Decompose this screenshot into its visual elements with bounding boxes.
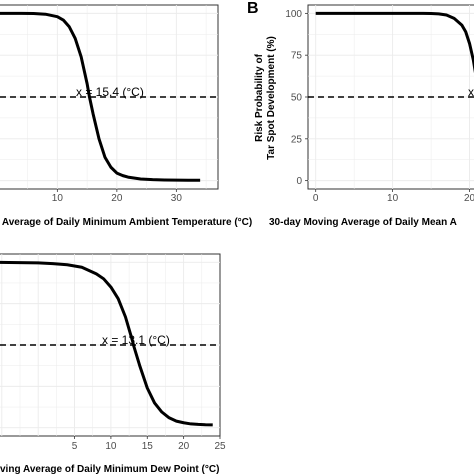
y-tick-label: 75 xyxy=(291,51,303,62)
panel-a-x-axis-title: 30-day Moving Average of Daily Minimum A… xyxy=(0,217,252,228)
panel-c-x-ticks: 5 10 15 20 25 xyxy=(72,436,226,452)
panel-b-y-ticks: 0 25 50 75 100 xyxy=(285,9,308,187)
y-tick-label: 25 xyxy=(291,134,303,145)
panel-b-y-axis-title-line-1: Risk Probability of xyxy=(254,53,265,141)
panel-a-threshold-label: x = 15.4 (°C) xyxy=(76,85,144,99)
panel-b-x-ticks: 0 10 20 xyxy=(313,189,474,204)
y-tick-label: 50 xyxy=(291,93,303,104)
panel-a: 10 20 30 x = 15.4 (°C) 30-day Moving Avera… xyxy=(0,4,252,228)
x-tick-label: 20 xyxy=(464,193,474,204)
panel-c-threshold-label: x = 13.1 (°C) xyxy=(102,333,170,347)
x-tick-label: 10 xyxy=(105,441,117,452)
panel-c-x-axis-title: ving Average of Daily Minimum Dew Point … xyxy=(0,464,219,474)
x-tick-label: 15 xyxy=(142,441,154,452)
x-tick-label: 10 xyxy=(387,193,399,204)
x-tick-label: 20 xyxy=(111,193,123,204)
panel-c: 5 10 15 20 25 x = 13.1 (°C) ving Average of … xyxy=(0,253,226,474)
x-tick-label: 0 xyxy=(313,193,319,204)
x-tick-label: 25 xyxy=(214,441,226,452)
x-tick-label: 10 xyxy=(52,193,64,204)
x-tick-label: 5 xyxy=(72,441,78,452)
panel-c-risk-curve xyxy=(0,260,213,427)
panel-b: B 0 25 50 75 100 0 10 20 x Risk Probability of… xyxy=(247,0,474,228)
x-tick-label: 20 xyxy=(178,441,190,452)
x-tick-label: 30 xyxy=(171,193,183,204)
y-tick-label: 100 xyxy=(285,9,302,20)
panel-b-letter: B xyxy=(247,0,259,17)
panel-a-risk-curve xyxy=(0,11,201,182)
panel-a-x-ticks: 10 20 30 xyxy=(52,189,183,204)
panel-b-threshold-label: x xyxy=(468,85,474,99)
panel-b-x-axis-title: 30-day Moving Average of Daily Mean A xyxy=(269,217,457,228)
panel-b-y-axis-title-line-2: Tar Spot Development (%) xyxy=(266,36,277,160)
y-tick-label: 0 xyxy=(296,176,302,187)
panel-b-risk-curve xyxy=(315,11,474,74)
